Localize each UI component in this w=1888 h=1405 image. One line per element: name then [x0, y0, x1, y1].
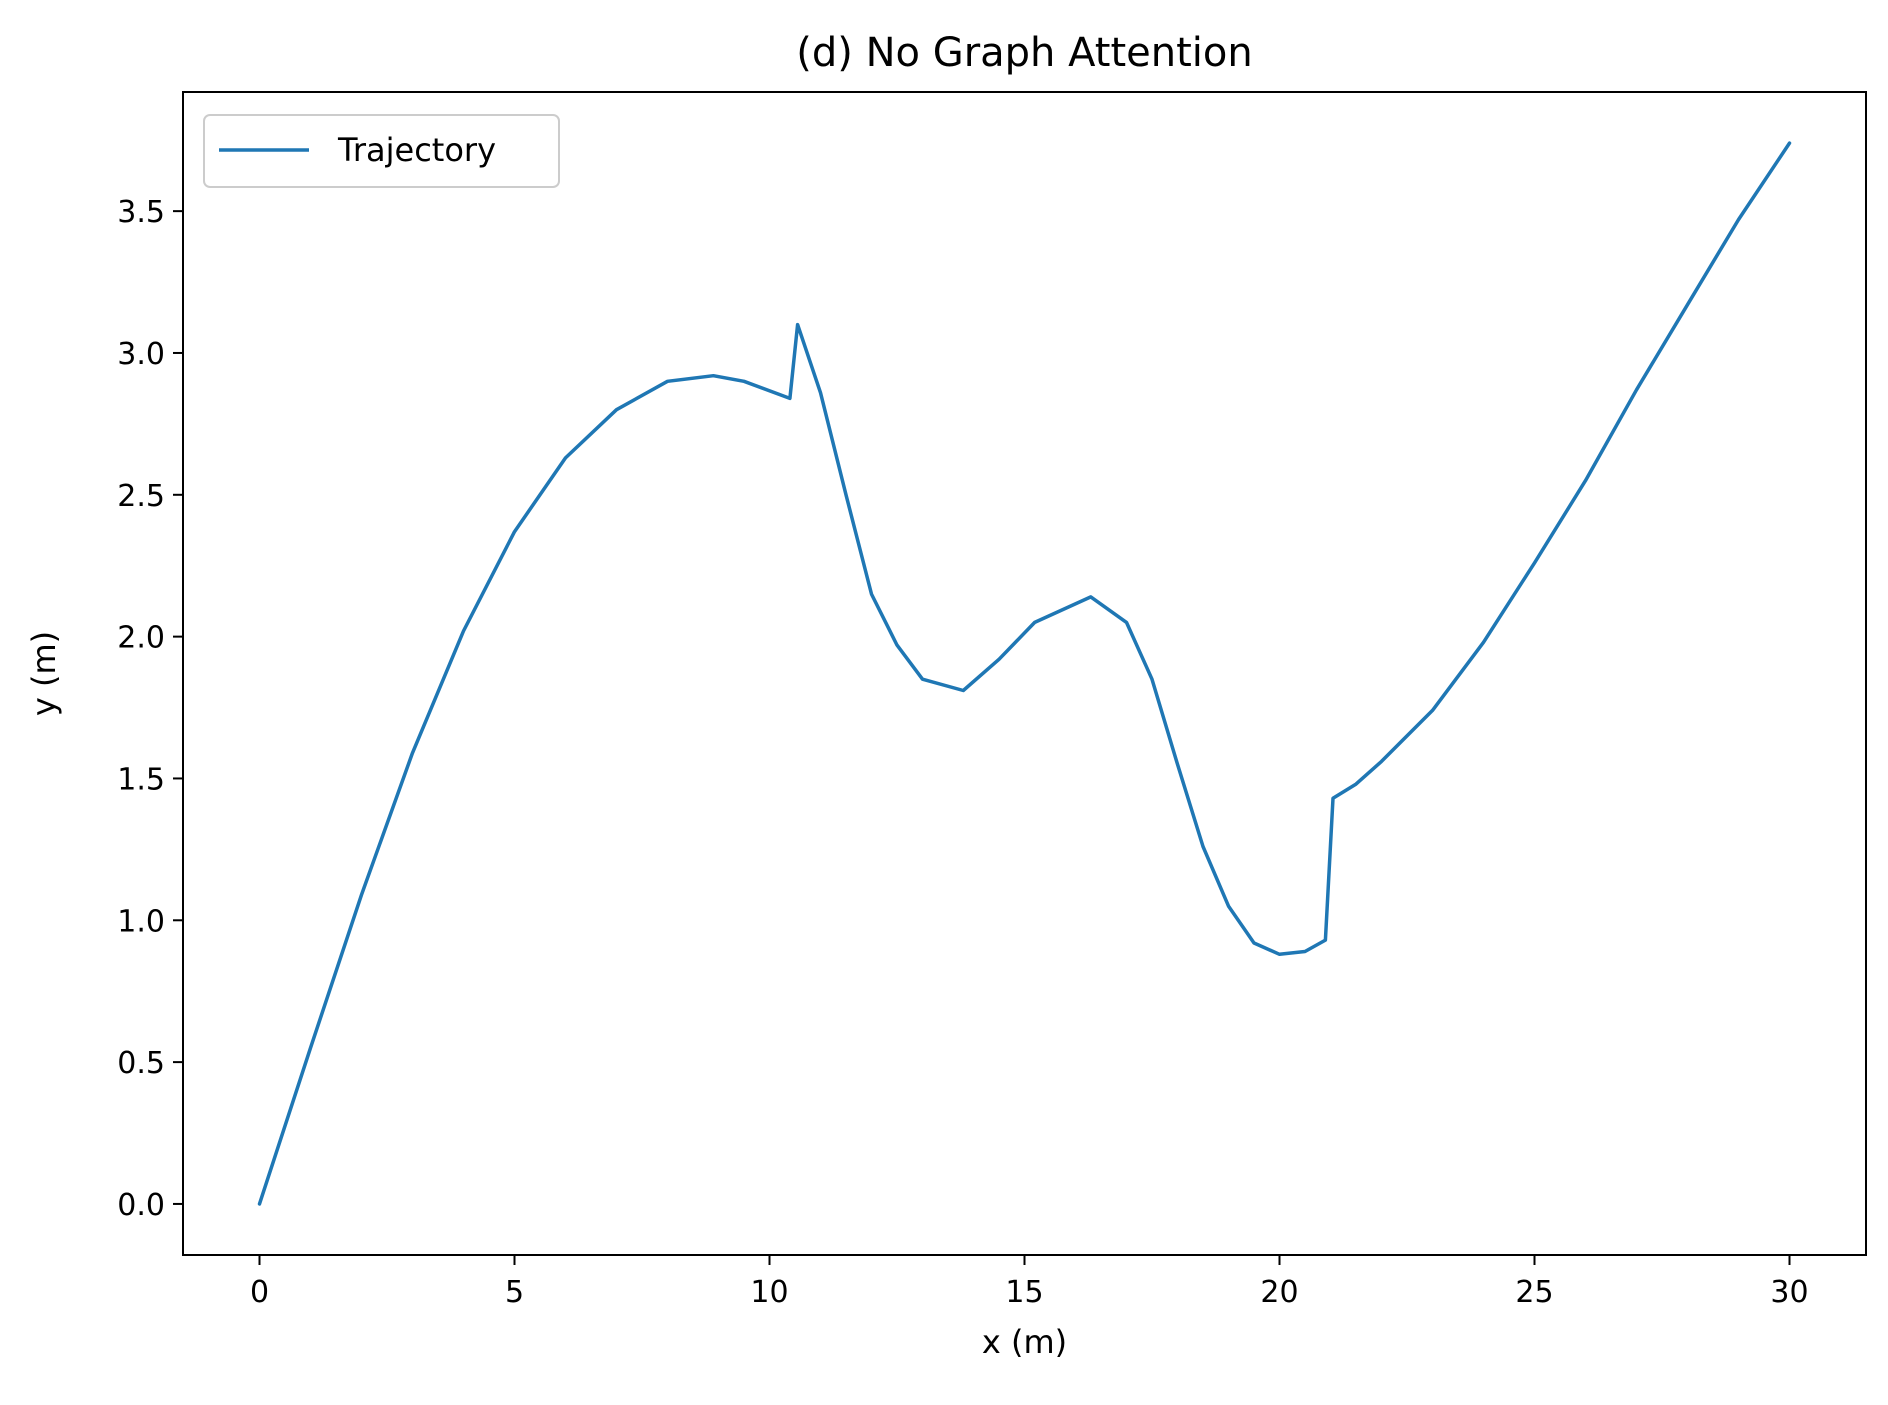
y-tick-label: 0.5: [117, 1046, 165, 1081]
legend: Trajectory: [203, 114, 560, 188]
y-tick-label: 3.5: [117, 195, 165, 230]
x-tick-label: 25: [1515, 1275, 1553, 1310]
x-axis-label: x (m): [982, 1323, 1067, 1361]
legend-box: [203, 114, 560, 188]
x-tick-label: 10: [750, 1275, 788, 1310]
legend-label-trajectory: Trajectory: [337, 131, 496, 169]
x-tick-label: 20: [1260, 1275, 1298, 1310]
y-tick-label: 2.5: [117, 479, 165, 514]
y-axis-ticks: 0.0 0.5 1.0 1.5 2.0 2.5 3.0 3.5: [117, 195, 183, 1223]
x-tick-label: 30: [1770, 1275, 1808, 1310]
y-axis-label: y (m): [25, 631, 63, 716]
y-tick-label: 3.0: [117, 337, 165, 372]
y-tick-label: 1.5: [117, 762, 165, 797]
x-tick-label: 15: [1005, 1275, 1043, 1310]
y-tick-label: 0.0: [117, 1188, 165, 1223]
x-tick-label: 0: [250, 1275, 269, 1310]
plot-area: 0 5 10 15 20 25 30 0.0 0.5 1.0 1.5 2.0 2.5 3.0 3.5: [117, 91, 1867, 1310]
chart-title: (d) No Graph Attention: [796, 30, 1252, 76]
x-axis-ticks: 0 5 10 15 20 25 30: [250, 1255, 1809, 1310]
y-tick-label: 1.0: [117, 904, 165, 939]
trajectory-line: [257, 141, 1792, 1206]
x-tick-label: 5: [505, 1275, 524, 1310]
y-tick-label: 2.0: [117, 621, 165, 656]
